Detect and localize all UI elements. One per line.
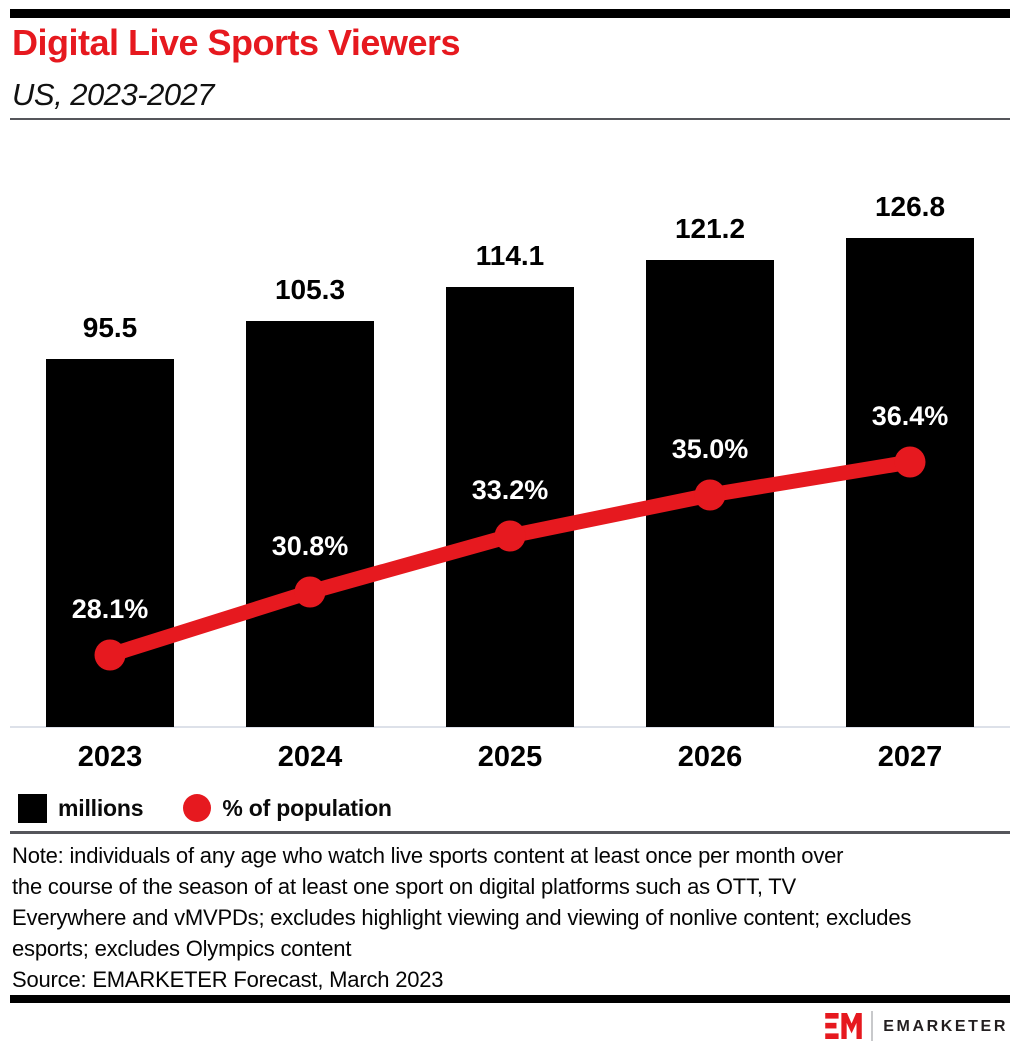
bar-2026 [646, 260, 774, 727]
note-block: Note: individuals of any age who watch l… [12, 840, 1012, 995]
pct-label: 35.0% [671, 434, 749, 464]
x-axis-label-2026: 2026 [677, 741, 743, 773]
logo-divider [871, 1011, 874, 1041]
bar-series-label: millions [58, 794, 144, 821]
chart-subtitle: US, 2023-2027 [12, 77, 215, 112]
bar-2025 [446, 287, 574, 727]
pct-label: 36.4% [871, 401, 949, 431]
note-text-line: the course of the season of at least one… [12, 874, 796, 899]
bar-value-label: 95.5 [82, 312, 138, 343]
emarketer-logo-text: EMARKETER [883, 1017, 1008, 1035]
bar-value-label: 121.2 [674, 213, 746, 244]
source-text: Source: EMARKETER Forecast, March 2023 [12, 967, 444, 992]
pct-label: 30.8% [271, 531, 349, 561]
pct-label: 33.2% [471, 475, 549, 505]
bottom-divider-bar [10, 995, 1010, 1003]
x-axis-label-2023: 2023 [77, 741, 143, 773]
emarketer-logo-icon [825, 1013, 863, 1039]
line-series-swatch [183, 794, 212, 822]
header-divider [10, 118, 1010, 120]
x-axis-label-2027: 2027 [877, 741, 943, 773]
pct-label: 28.1% [71, 594, 149, 624]
chart-title: Digital Live Sports Viewers [12, 22, 461, 63]
bar-value-label: 126.8 [874, 191, 946, 222]
note-text-line: Note: individuals of any age who watch l… [12, 843, 844, 868]
bar-2024 [246, 321, 374, 727]
bar-2027 [846, 238, 974, 727]
x-axis-label-2024: 2024 [277, 741, 343, 773]
bar-value-label: 105.3 [274, 274, 346, 305]
note-text-line: esports; excludes Olympics content [12, 936, 352, 961]
x-axis-label-2025: 2025 [477, 741, 543, 773]
x-axis-baseline [10, 726, 1010, 728]
bar-series-swatch [18, 793, 47, 823]
emarketer-logo: EMARKETER [825, 1010, 1008, 1042]
legend-divider [10, 831, 1010, 834]
bar-value-label: 114.1 [475, 240, 545, 271]
line-series-label: % of population [222, 794, 392, 821]
note-text-line: Everywhere and vMVPDs; excludes highligh… [12, 905, 912, 930]
top-divider-bar [10, 9, 1010, 18]
legend: millions % of population [18, 792, 392, 824]
bar-2023 [46, 359, 174, 727]
